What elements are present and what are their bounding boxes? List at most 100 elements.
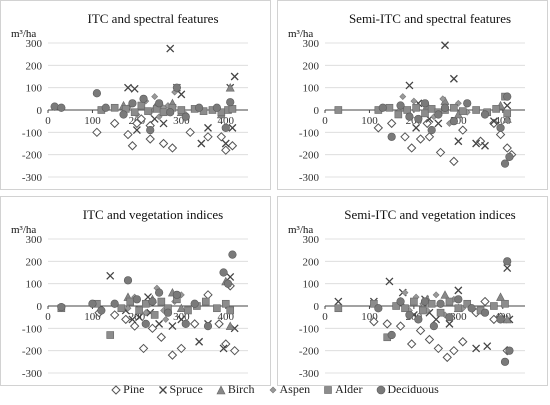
point-deciduous	[387, 132, 396, 141]
point-spruce	[132, 126, 141, 135]
y-axis-label: m³/ha	[288, 28, 313, 40]
point-birch	[502, 114, 512, 123]
point-deciduous	[166, 108, 175, 117]
point-deciduous	[414, 114, 423, 124]
chart-panel-semi-itc-spectral: Semi-ITC and spectral features m³/ha -300 -…	[277, 0, 548, 190]
point-spruce	[449, 74, 458, 83]
legend-item-spruce: Spruce	[158, 382, 203, 397]
point-pine	[495, 129, 506, 140]
point-pine	[167, 350, 178, 360]
point-deciduous	[496, 315, 505, 324]
y-tick-label: 100	[303, 83, 320, 95]
point-spruce	[195, 337, 204, 346]
point-pine	[136, 114, 147, 124]
legend-label: Aspen	[279, 382, 311, 396]
point-alder	[135, 306, 143, 315]
point-spruce	[489, 117, 498, 126]
point-deciduous	[223, 279, 233, 288]
y-tick-label: 0	[314, 301, 320, 313]
point-alder	[418, 306, 427, 315]
point-spruce	[454, 286, 463, 295]
point-deciduous	[429, 322, 438, 331]
series-pine	[373, 118, 517, 167]
point-deciduous	[195, 103, 204, 112]
point-deciduous	[374, 304, 383, 313]
y-tick-label: -100	[22, 323, 43, 335]
point-spruce	[166, 44, 175, 53]
point-alder	[454, 304, 463, 313]
point-alder	[472, 106, 480, 114]
point-pine	[386, 118, 397, 129]
point-spruce	[454, 137, 463, 146]
y-tick-label: -200	[22, 150, 43, 162]
chart-title: ITC and spectral features	[87, 11, 218, 26]
point-deciduous	[505, 346, 514, 355]
point-pine	[167, 143, 178, 153]
point-deciduous	[132, 295, 141, 304]
point-pine	[109, 118, 120, 129]
point-spruce	[503, 101, 512, 110]
point-alder	[201, 297, 210, 306]
point-spruce	[503, 264, 512, 272]
y-tick-label: 300	[26, 234, 43, 246]
point-pine	[227, 141, 238, 151]
chart-title: Semi-ITC and spectral features	[349, 11, 511, 26]
point-pine	[176, 343, 187, 354]
series-alder	[57, 295, 235, 339]
point-alder	[403, 106, 412, 114]
x-tick-label: 100	[361, 115, 378, 127]
point-alder	[458, 107, 467, 115]
point-aspen	[124, 304, 132, 312]
point-alder	[492, 105, 500, 113]
point-pine	[458, 337, 468, 347]
chart-svg: Semi-ITC and vegetation indices m³/ha -300…	[288, 207, 525, 380]
point-spruce	[385, 277, 394, 286]
point-spruce	[168, 322, 177, 331]
point-deciduous	[405, 112, 414, 121]
y-tick-label: -100	[299, 323, 320, 335]
y-tick-label: 0	[37, 301, 43, 313]
point-spruce	[226, 273, 235, 281]
point-pine	[406, 339, 417, 349]
point-deciduous	[480, 110, 490, 119]
point-pine	[489, 118, 499, 129]
point-pine	[458, 125, 468, 135]
point-alder	[334, 106, 343, 114]
point-birch	[225, 83, 235, 92]
point-spruce	[481, 141, 489, 150]
point-deciduous	[440, 103, 450, 112]
point-deciduous	[123, 276, 133, 285]
y-tick-label: 100	[26, 279, 43, 291]
point-alder	[177, 106, 186, 114]
point-deciduous	[110, 299, 119, 308]
point-spruce	[128, 315, 137, 324]
series-deciduous	[374, 257, 514, 366]
point-spruce	[472, 139, 481, 148]
point-deciduous	[148, 297, 157, 306]
point-deciduous	[405, 310, 414, 320]
chart-panel-itc-spectral: ITC and spectral features m³/ha -300 -200 -1…	[0, 0, 271, 190]
point-aspen	[399, 93, 407, 101]
point-pine	[449, 156, 459, 167]
point-deciduous	[212, 103, 221, 112]
point-alder	[106, 331, 115, 339]
point-spruce	[405, 81, 414, 90]
point-aspen	[401, 289, 409, 297]
point-spruce	[204, 123, 212, 132]
point-deciduous	[221, 123, 230, 132]
point-deciduous	[101, 103, 110, 112]
point-pine	[415, 325, 426, 336]
point-alder	[370, 299, 378, 308]
point-alder	[130, 108, 139, 117]
point-deciduous	[203, 322, 213, 331]
point-spruce	[412, 123, 421, 132]
point-pine	[145, 134, 155, 144]
point-alder	[157, 297, 166, 306]
series-deciduous	[378, 92, 514, 168]
y-tick-label: -100	[22, 127, 43, 139]
point-pine	[214, 319, 224, 329]
point-spruce	[177, 90, 186, 99]
point-deciduous	[480, 308, 490, 317]
point-aspen	[151, 93, 159, 101]
point-deciduous	[503, 92, 512, 101]
